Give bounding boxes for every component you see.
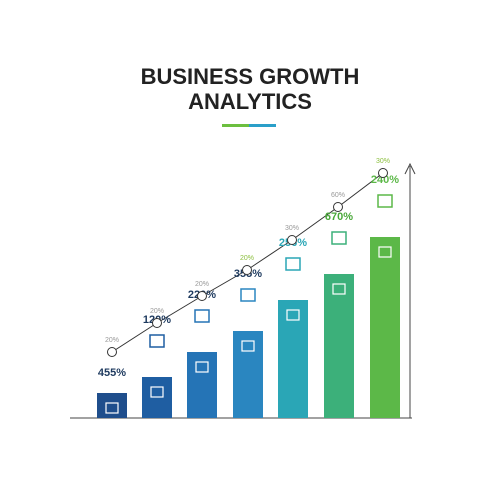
point (107, 347, 117, 357)
bar-label: 240% (371, 174, 399, 186)
bar (233, 331, 263, 418)
icon (331, 231, 347, 245)
point (378, 168, 388, 178)
point (152, 318, 162, 328)
bar-icon (105, 402, 119, 414)
point-label: 30% (376, 158, 390, 165)
icon (240, 288, 256, 302)
point (197, 291, 207, 301)
bar-label: 670% (325, 211, 353, 223)
icon (377, 194, 393, 208)
title-line: BUSINESS GROWTH (141, 64, 360, 89)
icon (149, 334, 165, 348)
bar-icon (241, 340, 255, 352)
bar-icon (150, 386, 164, 398)
icon (194, 309, 210, 323)
point-label: 20% (240, 255, 254, 262)
point (242, 265, 252, 275)
bar (278, 300, 308, 418)
bar-icon (286, 309, 300, 321)
point-label: 20% (195, 281, 209, 288)
icon (285, 257, 301, 271)
point (333, 202, 343, 212)
title-line: ANALYTICS (188, 89, 312, 114)
point-label: 20% (105, 337, 119, 344)
bar-label: 455% (98, 367, 126, 379)
point-label: 60% (331, 192, 345, 199)
underline (249, 124, 276, 127)
bar (97, 393, 127, 418)
bar (187, 352, 217, 418)
bar-icon (332, 283, 346, 295)
arrow-head (404, 162, 416, 175)
bar (324, 274, 354, 418)
point (287, 235, 297, 245)
bar (370, 237, 400, 418)
point-label: 30% (285, 225, 299, 232)
bar-icon (378, 246, 392, 258)
underline (222, 124, 249, 127)
point-label: 20% (150, 308, 164, 315)
bar-icon (195, 361, 209, 373)
